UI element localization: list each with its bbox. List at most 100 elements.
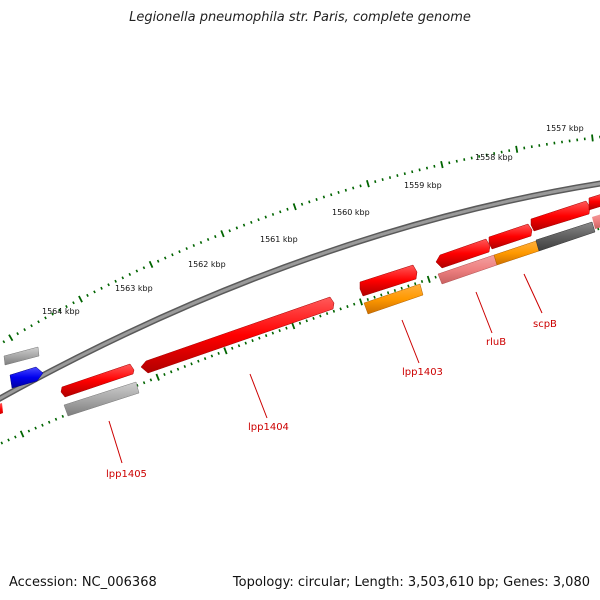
minor-tick (330, 193, 333, 197)
major-tick (78, 295, 83, 303)
minor-tick (176, 367, 180, 371)
minor-tick (163, 373, 166, 376)
dark-gray-feature[interactable] (535, 221, 596, 252)
minor-tick (271, 331, 275, 335)
minor-tick (86, 293, 89, 297)
minor-tick (264, 215, 267, 219)
minor-tick (214, 235, 217, 239)
genome-backbone (0, 180, 600, 402)
minor-tick (128, 272, 132, 276)
gray-feature[interactable] (3, 346, 40, 366)
cds-feature[interactable] (359, 264, 418, 297)
minor-tick (478, 155, 481, 158)
minor-tick (359, 184, 362, 188)
minor-tick (183, 364, 187, 369)
gene-label-lpp1403: lpp1403 (402, 367, 443, 378)
minor-tick (353, 302, 356, 306)
minor-tick (344, 188, 347, 192)
minor-tick (300, 202, 304, 206)
minor-tick (298, 321, 302, 325)
ruler-label: 1560 kbp (332, 208, 370, 217)
minor-tick (325, 312, 329, 316)
minor-tick (425, 166, 429, 170)
minor-tick (380, 293, 383, 297)
minor-tick (93, 290, 96, 294)
cds-feature[interactable] (60, 363, 135, 398)
minor-tick (61, 414, 65, 418)
ruler-labels: 1557 kbp 1558 kbp 1559 kbp 1560 kbp 1561… (42, 124, 584, 316)
minor-tick (190, 362, 193, 366)
major-tick (155, 373, 160, 381)
major-tick (366, 180, 370, 188)
cds-feature[interactable] (435, 238, 491, 269)
minor-tick (411, 170, 414, 174)
gene-label-scpB: scpB (533, 319, 557, 330)
minor-tick (185, 247, 188, 251)
minor-tick (286, 207, 289, 211)
minor-tick (433, 164, 436, 168)
minor-tick (51, 312, 54, 316)
minor-tick (27, 429, 31, 433)
minor-tick (228, 229, 231, 233)
minor-tick (169, 370, 173, 374)
minor-tick (237, 344, 241, 348)
minor-tick (305, 319, 308, 323)
minor-tick (403, 172, 406, 176)
minor-tick (346, 305, 349, 309)
minor-tick (197, 359, 200, 363)
major-tick (591, 134, 594, 142)
minor-tick (23, 328, 26, 332)
minor-tick (470, 156, 473, 160)
minor-tick (244, 341, 247, 345)
ruler-label: 1564 kbp (42, 307, 80, 316)
minor-tick (58, 308, 61, 312)
gene-labels: lpp1405 lpp1404 lpp1403 rluB scpB (106, 273, 557, 480)
major-tick (148, 260, 154, 268)
gene-label-lpp1405: lpp1405 (106, 469, 147, 480)
minor-tick (0, 441, 4, 445)
minor-tick (373, 295, 376, 299)
cds-feature[interactable] (588, 193, 600, 211)
minor-tick (414, 282, 417, 286)
minor-tick (30, 324, 33, 328)
minor-tick (285, 326, 288, 330)
minor-tick (47, 420, 51, 424)
minor-tick (206, 237, 210, 242)
cds-feature[interactable] (140, 296, 335, 374)
blue-feature[interactable] (9, 366, 44, 389)
minor-tick (142, 266, 146, 270)
minor-tick (278, 329, 281, 333)
cds-feature[interactable] (0, 403, 3, 416)
minor-tick (319, 314, 322, 318)
minor-tick (251, 339, 254, 343)
minor-tick (54, 417, 58, 421)
minor-tick (142, 381, 146, 385)
cds-feature[interactable] (530, 200, 591, 232)
major-tick (291, 322, 296, 330)
gene-label-lpp1404: lpp1404 (248, 422, 289, 433)
minor-tick (312, 316, 315, 320)
minor-tick (257, 218, 260, 222)
minor-tick (332, 309, 336, 313)
minor-tick (400, 286, 403, 290)
minor-tick (171, 253, 174, 257)
minor-tick (121, 276, 125, 280)
minor-tick (41, 423, 44, 427)
ruler-label: 1557 kbp (546, 124, 584, 133)
minor-tick (156, 259, 160, 263)
minor-tick (14, 435, 17, 439)
rna-feature[interactable] (363, 283, 424, 315)
pink-feature[interactable] (592, 213, 600, 229)
cds-feature[interactable] (488, 223, 533, 250)
minor-tick (322, 195, 326, 199)
minor-tick (500, 150, 503, 154)
gray-feature[interactable] (63, 381, 140, 417)
minor-tick (493, 152, 496, 155)
minor-tick (114, 279, 117, 283)
minor-tick (72, 301, 75, 305)
minor-tick (352, 186, 355, 190)
minor-tick (393, 288, 397, 292)
minor-tick (2, 340, 6, 344)
minor-tick (420, 280, 424, 284)
